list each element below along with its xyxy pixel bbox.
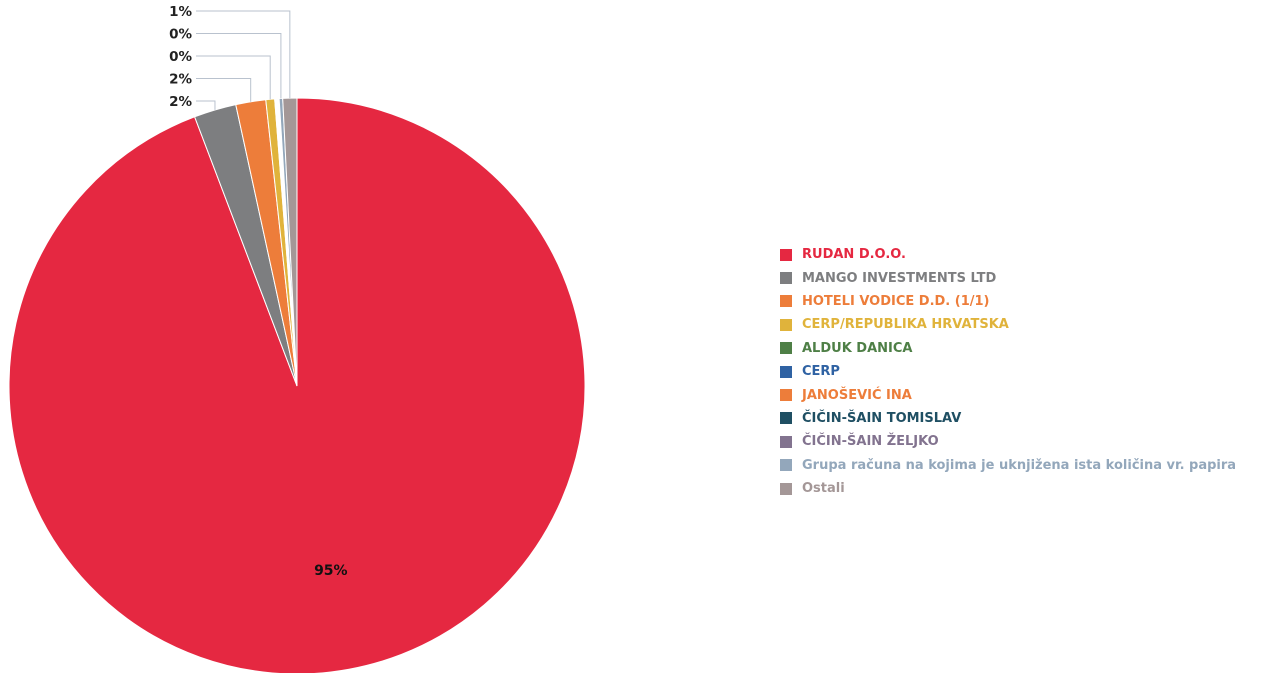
legend-label: ALDUK DANICA [802, 340, 913, 356]
slice-label-rudan-d-o-o: 95% [314, 563, 348, 579]
legend-swatch [780, 295, 792, 308]
legend-label: HOTELI VODICE D.D. (1/1) [802, 293, 990, 309]
legend-item-hoteli-vodice-d-d-1-1[interactable]: HOTELI VODICE D.D. (1/1) [780, 290, 1270, 313]
legend-swatch [780, 365, 792, 378]
leader-line-hoteli-vodice-d-d-1-1 [196, 78, 252, 102]
legend-swatch [780, 272, 792, 285]
slice-label-hoteli-vodice-d-d-1-1: 2% [169, 72, 192, 88]
legend-swatch [780, 482, 792, 495]
legend-swatch [780, 318, 792, 331]
legend-item-cerp-republika-hrvatska[interactable]: CERP/REPUBLIKA HRVATSKA [780, 313, 1270, 336]
legend-swatch [780, 459, 792, 472]
legend-label: Ostali [802, 481, 845, 497]
leader-line-cerp-republika-hrvatska [196, 55, 271, 100]
slice-label-cerp-republika-hrvatska: 0% [169, 49, 192, 65]
leader-line-ostali [196, 10, 291, 99]
legend-label: RUDAN D.O.O. [802, 247, 906, 263]
legend-label: CERP/REPUBLIKA HRVATSKA [802, 317, 1009, 333]
legend-swatch [780, 435, 792, 448]
legend-label: Grupa računa na kojima je uknjižena ista… [802, 457, 1237, 473]
chart-legend: RUDAN D.O.O. MANGO INVESTMENTS LTD HOTELI … [780, 243, 1270, 500]
legend-item-cerp[interactable]: CERP [780, 360, 1270, 383]
legend-item-alduk-danica[interactable]: ALDUK DANICA [780, 337, 1270, 360]
legend-label: JANOŠEVIĆ INA [802, 387, 912, 403]
legend-label: ČIČIN-ŠAIN ŽELJKO [802, 434, 939, 450]
legend-label: CERP [802, 364, 840, 380]
legend-item-rudan-d-o-o[interactable]: RUDAN D.O.O. [780, 243, 1270, 266]
slice-labels: 95% 2% 2% 0% 0% 1% [169, 4, 348, 579]
leader-line-mango-investments-ltd [196, 100, 216, 110]
legend-item-cicin-sain-zeljko[interactable]: ČIČIN-ŠAIN ŽELJKO [780, 430, 1270, 453]
legend-item-cicin-sain-tomislav[interactable]: ČIČIN-ŠAIN TOMISLAV [780, 407, 1270, 430]
leader-line-grupa-racuna-na-kojima-je-uknjizena-ista-kolicina-vr-papira [196, 33, 282, 99]
legend-label: ČIČIN-ŠAIN TOMISLAV [802, 410, 962, 426]
legend-swatch [780, 389, 792, 402]
slice-label-mango-investments-ltd: 2% [169, 94, 192, 110]
legend-label: MANGO INVESTMENTS LTD [802, 270, 997, 286]
slice-label-ostali: 1% [169, 4, 192, 20]
legend-swatch [780, 248, 792, 261]
leader-lines [196, 10, 291, 110]
pie-slices [8, 97, 586, 673]
legend-item-ostali[interactable]: Ostali [780, 477, 1270, 500]
legend-item-janosevic-ina[interactable]: JANOŠEVIĆ INA [780, 383, 1270, 406]
legend-item-grupa-racuna-na-kojima-je-uknjizena-ista-kolicina-vr-papira[interactable]: Grupa računa na kojima je uknjižena ista… [780, 454, 1270, 477]
slice-label-grupa-racuna-na-kojima-je-uknjizena-ista-kolicina-vr-papira: 0% [169, 27, 192, 43]
legend-swatch [780, 412, 792, 425]
legend-item-mango-investments-ltd[interactable]: MANGO INVESTMENTS LTD [780, 266, 1270, 289]
legend-swatch [780, 342, 792, 355]
